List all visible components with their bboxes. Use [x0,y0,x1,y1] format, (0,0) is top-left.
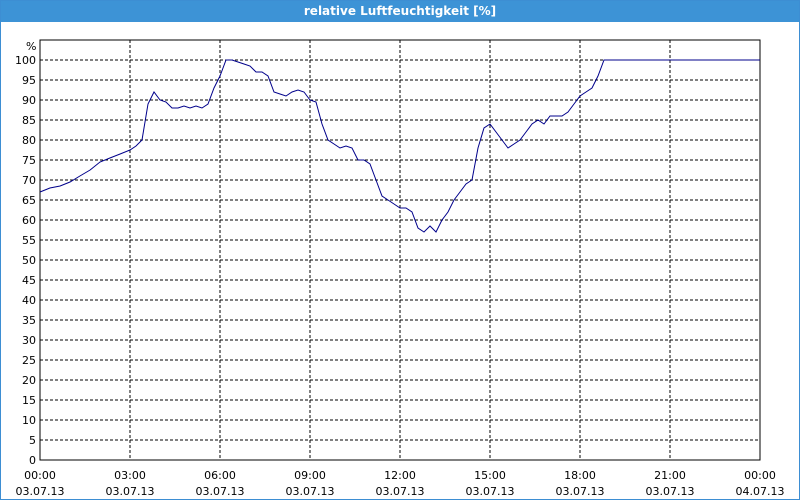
x-tick-time-label: 00:00 [744,469,776,482]
x-tick-date-label: 03.07.13 [106,485,155,498]
y-tick-label: 35 [22,314,36,327]
x-tick-time-label: 12:00 [384,469,416,482]
x-tick-time-label: 18:00 [564,469,596,482]
y-tick-label: 85 [22,114,36,127]
y-tick-label: 60 [22,214,36,227]
y-tick-label: 10 [22,414,36,427]
x-tick-date-label: 03.07.13 [376,485,425,498]
x-tick-date-label: 03.07.13 [466,485,515,498]
x-tick-date-label: 03.07.13 [556,485,605,498]
x-tick-date-label: 03.07.13 [16,485,65,498]
y-tick-label: 15 [22,394,36,407]
y-tick-label: 55 [22,234,36,247]
humidity-series-line [39,59,760,233]
gridlines [40,40,760,460]
y-tick-label: 75 [22,154,36,167]
x-tick-date-label: 03.07.13 [646,485,695,498]
y-tick-label: 5 [29,434,36,447]
x-tick-date-label: 03.07.13 [286,485,335,498]
x-tick-date-label: 04.07.13 [736,485,785,498]
x-tick-time-label: 09:00 [294,469,326,482]
y-tick-label: 50 [22,254,36,267]
y-tick-label: 40 [22,294,36,307]
y-tick-label: 80 [22,134,36,147]
x-tick-time-label: 03:00 [114,469,146,482]
x-tick-time-label: 15:00 [474,469,506,482]
y-tick-label: 30 [22,334,36,347]
y-tick-label: 45 [22,274,36,287]
x-tick-date-label: 03.07.13 [196,485,245,498]
y-tick-label: 65 [22,194,36,207]
x-tick-labels: 00:00 03.07.13 03:00 03.07.13 06:00 03.07.13 0… [16,469,785,498]
y-axis-label: % [26,40,36,53]
y-tick-label: 95 [22,74,36,87]
y-tick-label: 100 [15,54,36,67]
y-tick-label: 70 [22,174,36,187]
y-tick-labels: 0 5 10 15 20 25 30 35 40 45 50 55 60 65 70 75 80 85 90 95 10… [15,54,36,467]
x-tick-time-label: 06:00 [204,469,236,482]
y-tick-label: 0 [29,454,36,467]
y-tick-label: 90 [22,94,36,107]
x-tick-time-label: 21:00 [654,469,686,482]
y-tick-label: 25 [22,354,36,367]
x-tick-time-label: 00:00 [24,469,56,482]
y-tick-label: 20 [22,374,36,387]
window-title: relative Luftfeuchtigkeit [%] [1,1,799,22]
